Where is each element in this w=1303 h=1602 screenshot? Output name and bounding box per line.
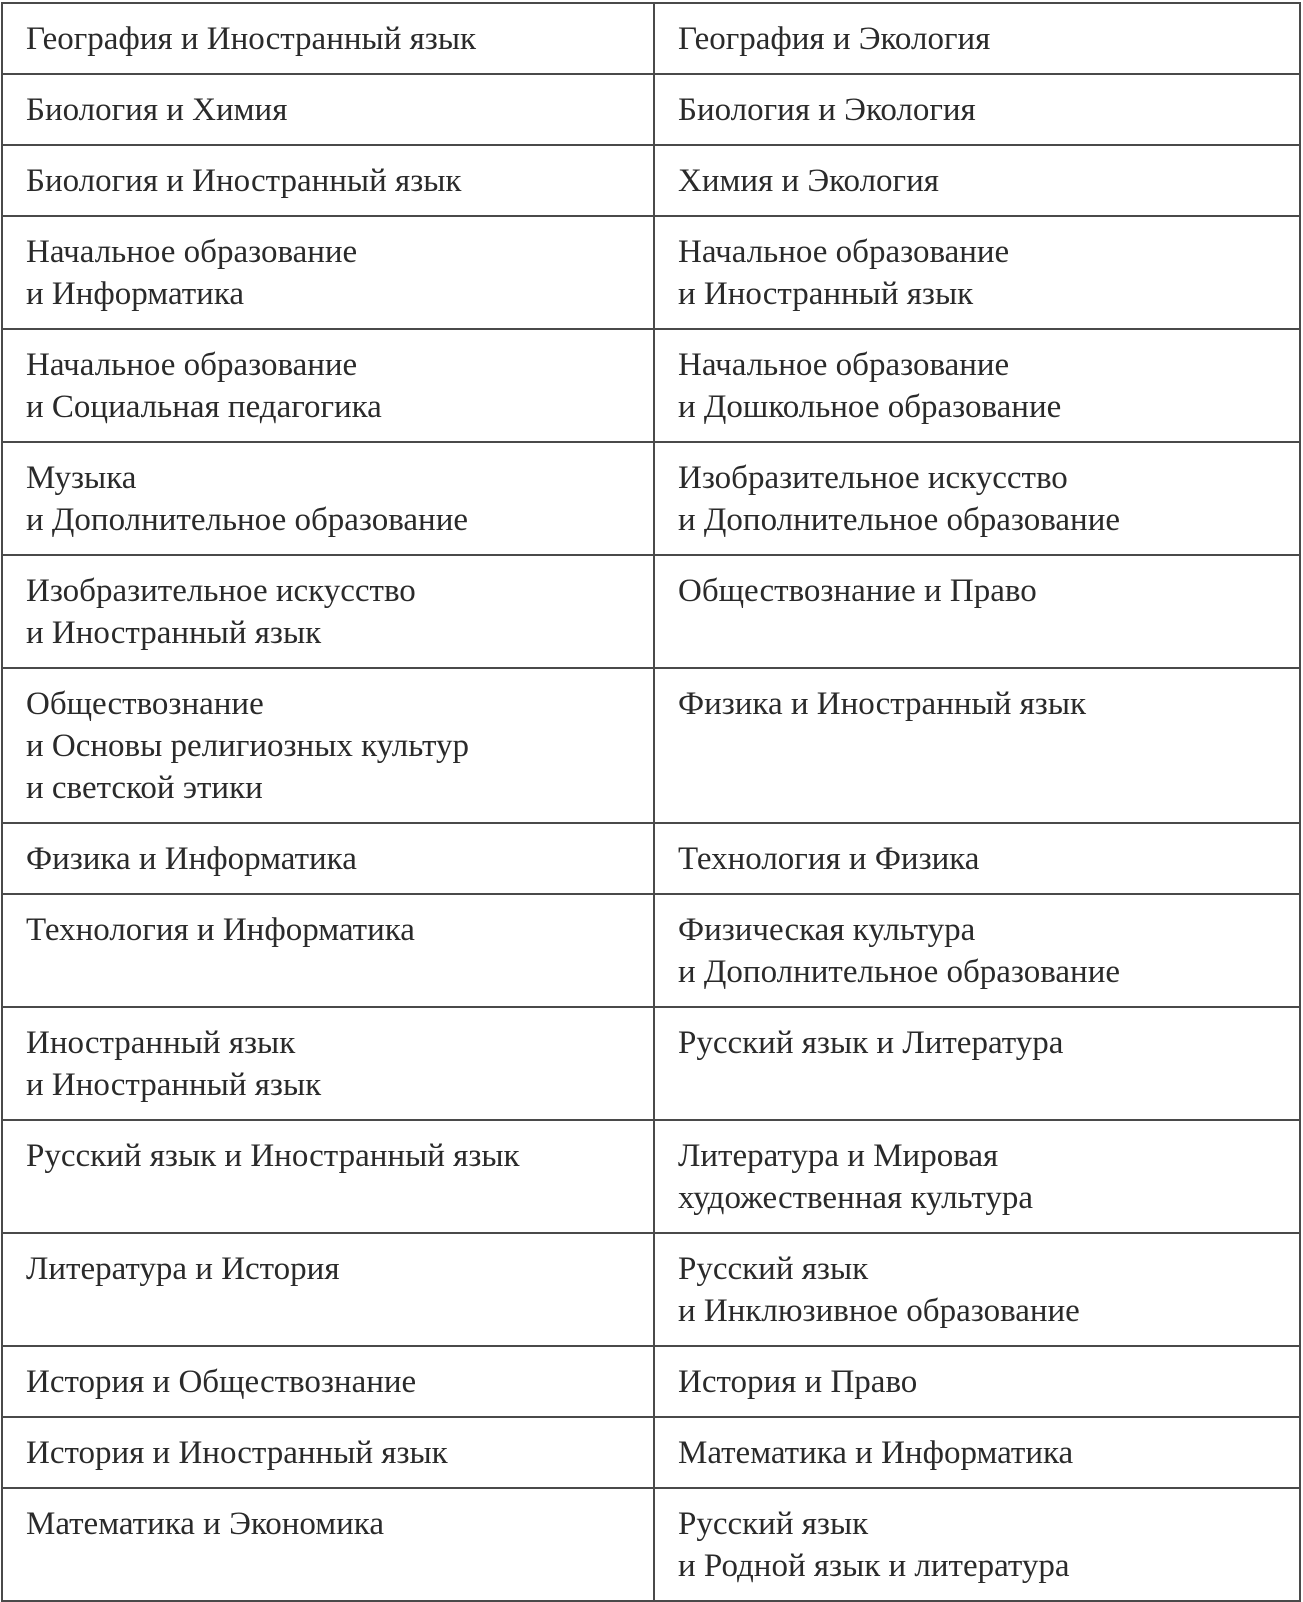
cell-left: Физика и Информатика xyxy=(1,822,655,895)
cell-left: Биология и Химия xyxy=(1,73,655,146)
cell-right: Физическая культура и Дополнительное обра… xyxy=(653,893,1301,1008)
cell-text-line: Технология и Физика xyxy=(678,841,980,877)
cell-left: Начальное образование и Социальная педаго… xyxy=(1,328,655,443)
cell-left: Начальное образование и Информатика xyxy=(1,215,655,330)
cell-right: География и Экология xyxy=(653,2,1301,75)
table-row: История и Иностранный язык Математика и И… xyxy=(1,1416,1301,1489)
table-row: История и Обществознание История и Право xyxy=(1,1345,1301,1418)
cell-right: Изобразительное искусство и Дополнительно… xyxy=(653,441,1301,556)
table-row: Биология и Химия Биология и Экология xyxy=(1,73,1301,146)
cell-right: Русский язык и Родной язык и литература xyxy=(653,1487,1301,1602)
table-row: Биология и Иностранный язык Химия и Эколо… xyxy=(1,144,1301,217)
cell-text-line: Начальное образование xyxy=(678,347,1010,383)
cell-text-line: и Дополнительное образование xyxy=(26,502,469,538)
cell-left: Математика и Экономика xyxy=(1,1487,655,1602)
cell-text-line: и светской этики xyxy=(26,770,263,806)
cell-text-line: и Основы религиозных культур xyxy=(26,728,470,764)
cell-right: Биология и Экология xyxy=(653,73,1301,146)
cell-text-line: Начальное образование xyxy=(678,234,1010,270)
cell-right: Начальное образование и Дошкольное образо… xyxy=(653,328,1301,443)
cell-text-line: История и Право xyxy=(678,1364,918,1400)
cell-right: Технология и Физика xyxy=(653,822,1301,895)
cell-text-line: Русский язык xyxy=(678,1251,869,1287)
cell-right: Химия и Экология xyxy=(653,144,1301,217)
cell-text-line: Обществознание и Право xyxy=(678,573,1037,609)
cell-text-line: и Социальная педагогика xyxy=(26,389,382,425)
cell-text-line: Биология и Экология xyxy=(678,92,976,128)
table-row: География и Иностранный язык География и … xyxy=(1,2,1301,75)
table-row: Начальное образование и Социальная педаго… xyxy=(1,328,1301,443)
cell-text-line: Русский язык и Иностранный язык xyxy=(26,1138,520,1174)
cell-text-line: История и Иностранный язык xyxy=(26,1435,448,1471)
cell-text-line: Биология и Химия xyxy=(26,92,288,128)
cell-left: История и Обществознание xyxy=(1,1345,655,1418)
cell-text-line: Русский язык xyxy=(678,1506,869,1542)
cell-text-line: и Иностранный язык xyxy=(26,1067,322,1103)
cell-right: Литература и Мировая художественная культ… xyxy=(653,1119,1301,1234)
cell-right: Обществознание и Право xyxy=(653,554,1301,669)
cell-text-line: и Иностранный язык xyxy=(26,615,322,651)
cell-right: Начальное образование и Иностранный язык xyxy=(653,215,1301,330)
cell-text-line: Физическая культура xyxy=(678,912,976,948)
cell-left: История и Иностранный язык xyxy=(1,1416,655,1489)
cell-text-line: Биология и Иностранный язык xyxy=(26,163,462,199)
cell-left: География и Иностранный язык xyxy=(1,2,655,75)
cell-text-line: Химия и Экология xyxy=(678,163,939,199)
cell-text-line: Изобразительное искусство xyxy=(26,573,416,609)
cell-left: Биология и Иностранный язык xyxy=(1,144,655,217)
cell-text-line: Литература и История xyxy=(26,1251,340,1287)
cell-text-line: Русский язык и Литература xyxy=(678,1025,1064,1061)
cell-left: Обществознание и Основы религиозных культ… xyxy=(1,667,655,824)
cell-text-line: Начальное образование xyxy=(26,347,358,383)
cell-text-line: и Инклюзивное образование xyxy=(678,1293,1080,1329)
cell-left: Русский язык и Иностранный язык xyxy=(1,1119,655,1234)
cell-text-line: Физика и Информатика xyxy=(26,841,357,877)
table-row: Обществознание и Основы религиозных культ… xyxy=(1,667,1301,824)
cell-right: Физика и Иностранный язык xyxy=(653,667,1301,824)
table-row: Математика и Экономика Русский язык и Родн… xyxy=(1,1487,1301,1602)
cell-text-line: и Дошкольное образование xyxy=(678,389,1062,425)
cell-right: История и Право xyxy=(653,1345,1301,1418)
cell-text-line: Начальное образование xyxy=(26,234,358,270)
table-row: Технология и Информатика Физическая культ… xyxy=(1,893,1301,1008)
cell-text-line: и Дополнительное образование xyxy=(678,502,1121,538)
cell-text-line: и Иностранный язык xyxy=(678,276,974,312)
cell-text-line: Иностранный язык xyxy=(26,1025,296,1061)
cell-left: Технология и Информатика xyxy=(1,893,655,1008)
cell-text-line: и Дополнительное образование xyxy=(678,954,1121,990)
table-row: Музыка и Дополнительное образование Изобра… xyxy=(1,441,1301,556)
cell-right: Математика и Информатика xyxy=(653,1416,1301,1489)
cell-right: Русский язык и Литература xyxy=(653,1006,1301,1121)
table-row: Русский язык и Иностранный язык Литератур… xyxy=(1,1119,1301,1234)
cell-text-line: География и Экология xyxy=(678,21,991,57)
cell-text-line: Музыка xyxy=(26,460,137,496)
cell-text-line: Математика и Информатика xyxy=(678,1435,1074,1471)
cell-text-line: художественная культура xyxy=(678,1180,1033,1216)
table-row: Иностранный язык и Иностранный язык Русски… xyxy=(1,1006,1301,1121)
table-row: Начальное образование и Информатика Началь… xyxy=(1,215,1301,330)
cell-text-line: и Родной язык и литература xyxy=(678,1548,1070,1584)
cell-text-line: Технология и Информатика xyxy=(26,912,415,948)
cell-text-line: География и Иностранный язык xyxy=(26,21,477,57)
cell-right: Русский язык и Инклюзивное образование xyxy=(653,1232,1301,1347)
cell-text-line: Литература и Мировая xyxy=(678,1138,999,1174)
cell-text-line: Математика и Экономика xyxy=(26,1506,384,1542)
cell-text-line: История и Обществознание xyxy=(26,1364,417,1400)
cell-left: Изобразительное искусство и Иностранный я… xyxy=(1,554,655,669)
table-row: Литература и История Русский язык и Инклюз… xyxy=(1,1232,1301,1347)
cell-text-line: Обществознание xyxy=(26,686,264,722)
cell-text-line: и Информатика xyxy=(26,276,244,312)
cell-left: Литература и История xyxy=(1,1232,655,1347)
cell-left: Иностранный язык и Иностранный язык xyxy=(1,1006,655,1121)
table-row: Физика и Информатика Технология и Физика xyxy=(1,822,1301,895)
table-row: Изобразительное искусство и Иностранный я… xyxy=(1,554,1301,669)
cell-left: Музыка и Дополнительное образование xyxy=(1,441,655,556)
cell-text-line: Физика и Иностранный язык xyxy=(678,686,1087,722)
cell-text-line: Изобразительное искусство xyxy=(678,460,1068,496)
